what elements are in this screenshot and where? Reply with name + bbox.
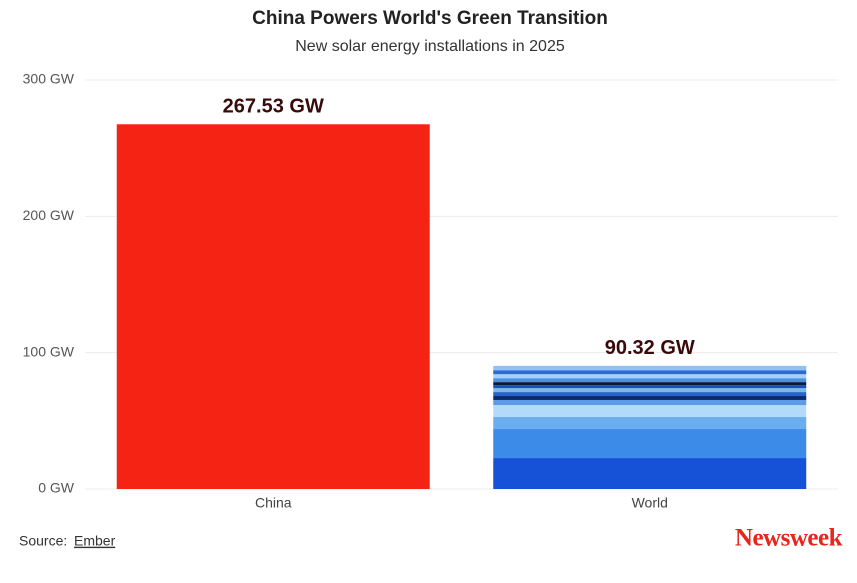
bar-segment xyxy=(493,392,807,397)
bar-segment xyxy=(493,399,807,406)
y-tick-label: 300 GW xyxy=(23,71,75,87)
chart-title: China Powers World's Green Transition xyxy=(252,8,608,29)
value-label: 90.32 GW xyxy=(605,337,695,359)
bar-segment xyxy=(493,382,807,386)
x-tick-label: World xyxy=(632,495,668,511)
bar xyxy=(116,124,430,490)
bar-segment xyxy=(493,365,807,371)
source-label: Source: xyxy=(19,533,67,549)
bar-segment xyxy=(493,378,807,383)
bar-segment xyxy=(493,458,807,489)
bar-segment xyxy=(493,396,807,400)
y-tick-label: 200 GW xyxy=(23,207,75,223)
plot: 0 GW 100 GW 200 GW 300 GW 267.53 GW China 90.3… xyxy=(23,71,838,511)
chart-subtitle: New solar energy installations in 2025 xyxy=(295,38,565,55)
bar-segment xyxy=(493,429,807,459)
bar-segment xyxy=(493,374,807,379)
bar-segment xyxy=(493,385,807,389)
source-link[interactable]: Ember xyxy=(74,533,116,549)
bar-segment xyxy=(493,388,807,393)
brand-logo[interactable]: Newsweek xyxy=(735,525,843,552)
y-tick-label: 100 GW xyxy=(23,343,75,359)
bar-segment xyxy=(493,405,807,418)
value-label: 267.53 GW xyxy=(223,96,324,118)
bar-segment xyxy=(493,417,807,430)
x-tick-label: China xyxy=(255,495,292,511)
bar-segment xyxy=(493,370,807,375)
y-tick-label: 0 GW xyxy=(38,480,75,496)
